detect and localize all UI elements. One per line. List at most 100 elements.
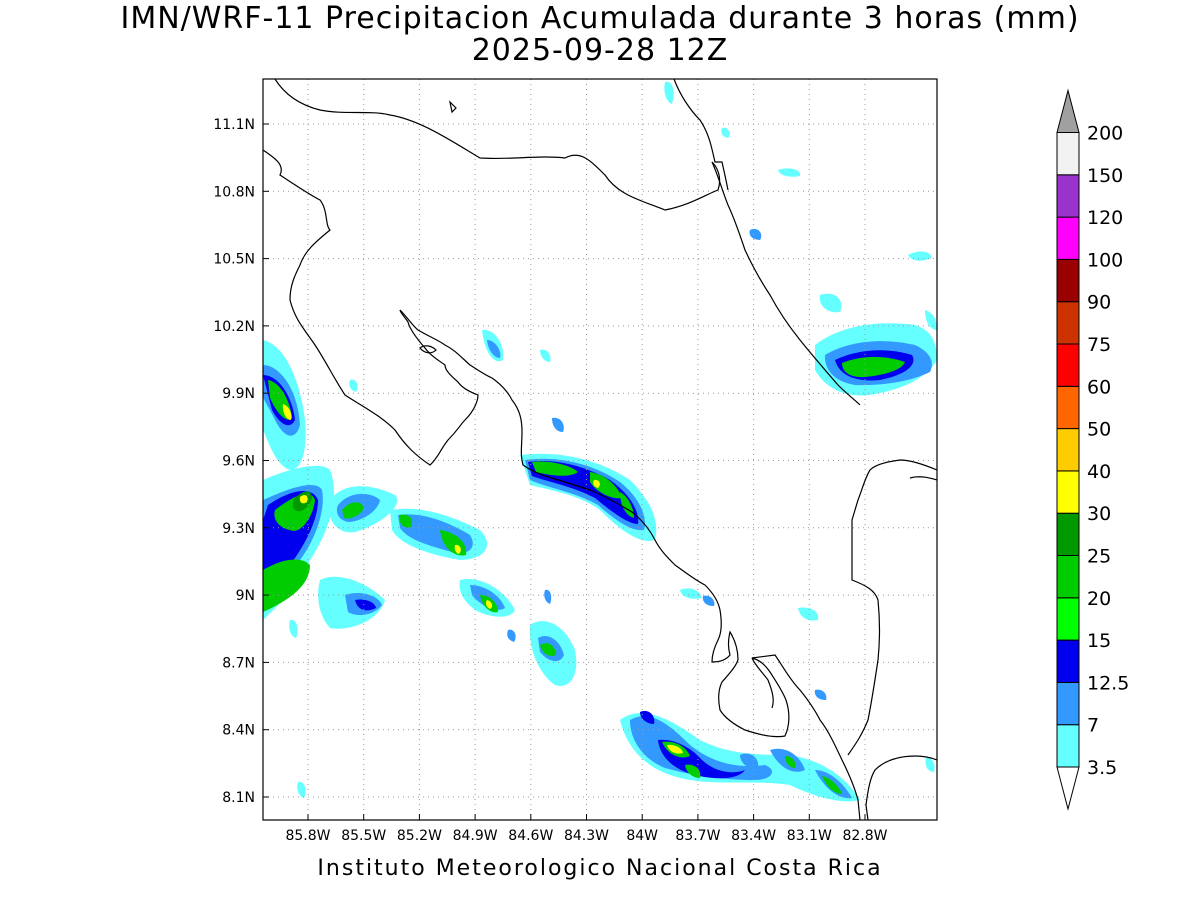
- colorbar-swatch: [1056, 343, 1080, 387]
- rain-cell: [749, 228, 762, 240]
- rain-cell: [680, 588, 702, 599]
- colorbar-level-label: 20: [1087, 588, 1111, 610]
- rain-cell: [487, 340, 501, 358]
- colorbar-swatch: [1056, 174, 1080, 218]
- colorbar-swatch: [1056, 555, 1080, 599]
- x-tick-label: 83.1W: [787, 828, 832, 844]
- colorbar-level-label: 15: [1087, 630, 1111, 652]
- y-tick-label: 9.3N: [222, 521, 255, 537]
- y-tick-label: 10.8N: [213, 184, 255, 200]
- x-tick-label: 83.7W: [675, 828, 720, 844]
- colorbar-level-label: 50: [1087, 419, 1111, 441]
- plot-frame: [262, 78, 938, 821]
- nicaragua-caribbean-coast: [673, 79, 729, 191]
- x-tick-label: 84.3W: [564, 828, 609, 844]
- rain-cell: [486, 600, 493, 609]
- colorbar-swatch: [1056, 597, 1080, 641]
- colorbar-swatch: [1056, 258, 1080, 303]
- x-tick-label: 84W: [626, 828, 658, 844]
- caribbean-coast: [711, 161, 861, 406]
- graticule: [263, 79, 937, 820]
- x-tick-label: 85.5W: [341, 828, 386, 844]
- y-tick-label: 10.5N: [213, 252, 255, 268]
- colorbar-swatch: [1056, 385, 1080, 430]
- footer-credit: Instituto Meteorologico Nacional Costa R…: [317, 856, 883, 881]
- colorbar-swatch: [1056, 132, 1080, 176]
- colorbar-level-label: 150: [1087, 165, 1123, 187]
- map-axes: 85.8W 85.5W 85.2W 84.9W 84.6W 84.3W 84W 83.7W 83…: [213, 117, 887, 844]
- colorbar-level-label: 100: [1087, 249, 1123, 271]
- rain-cell: [540, 349, 551, 362]
- rain-cell: [349, 379, 358, 392]
- precipitation-field: [263, 81, 937, 802]
- sw-pacific-coast: [718, 654, 861, 820]
- rain-cell: [289, 619, 298, 638]
- colorbar-level-label: 3.5: [1087, 757, 1117, 779]
- colorbar-level-label: 75: [1087, 334, 1111, 356]
- colorbar-swatch: [1056, 724, 1080, 768]
- rain-cell: [842, 356, 905, 378]
- colorbar-swatch: [1056, 216, 1080, 260]
- rain-cell: [785, 756, 796, 768]
- x-tick-label: 82.8W: [842, 828, 887, 844]
- colorbar-level-label: 120: [1087, 207, 1123, 229]
- colorbar-level-label: 200: [1087, 123, 1123, 145]
- panama-border: [865, 755, 937, 820]
- rain-cell: [593, 479, 600, 488]
- osa-peninsula: [751, 657, 774, 709]
- colorbar-legend: 3.5 7 12.5 15 20 25 30 40 50 60 75 90 100 120 150 200: [1056, 88, 1129, 811]
- x-tick-label: 85.8W: [285, 828, 330, 844]
- x-tick-label: 85.2W: [397, 828, 442, 844]
- y-tick-label: 8.1N: [222, 790, 255, 806]
- rain-cell: [620, 712, 860, 802]
- rain-cell: [667, 744, 683, 754]
- rain-cell: [355, 599, 376, 611]
- burica-coast: [909, 476, 937, 481]
- nicoya-gulf-east-coast: [399, 309, 739, 663]
- rain-cell: [925, 310, 937, 330]
- y-tick-label: 8.7N: [222, 655, 255, 671]
- rain-cell: [925, 757, 935, 772]
- colorbar-level-label: 40: [1087, 461, 1111, 483]
- rain-cell: [822, 776, 842, 794]
- map-title: IMN/WRF-11 Precipitacion Acumulada duran…: [120, 1, 1080, 36]
- x-tick-label: 84.9W: [453, 828, 498, 844]
- y-tick-label: 9.9N: [222, 386, 255, 402]
- nicaragua-border: [274, 79, 721, 211]
- rain-cell: [297, 781, 306, 798]
- colorbar-swatch: [1056, 639, 1080, 683]
- colorbar-min-arrow: [1056, 766, 1080, 811]
- rain-cell: [507, 629, 516, 642]
- colorbar-swatch: [1056, 301, 1080, 345]
- colorbar-level-label: 30: [1087, 503, 1111, 525]
- colorbar-level-label: 60: [1087, 376, 1111, 398]
- colorbar-swatch: [1056, 512, 1080, 557]
- colorbar-swatch: [1056, 681, 1080, 726]
- panama-caribbean-coast: [847, 459, 937, 756]
- north-pacific-coast: [263, 149, 479, 466]
- small-island: [449, 100, 457, 114]
- rain-cell: [640, 710, 655, 724]
- rain-cell: [702, 595, 715, 606]
- colorbar-max-arrow: [1056, 88, 1080, 133]
- chira-island: [419, 345, 437, 354]
- rain-cell: [454, 544, 461, 554]
- y-tick-label: 9N: [236, 588, 255, 604]
- x-tick-label: 84.6W: [508, 828, 553, 844]
- rain-cell: [819, 293, 842, 313]
- y-tick-label: 10.2N: [213, 319, 255, 335]
- colorbar-swatch: [1056, 428, 1080, 472]
- rain-cell: [590, 472, 622, 499]
- colorbar-swatch: [1056, 470, 1080, 514]
- rain-cell: [778, 168, 801, 177]
- rain-cell: [664, 81, 674, 104]
- colorbar-level-label: 12.5: [1087, 672, 1129, 694]
- colorbar-level-label: 90: [1087, 292, 1111, 314]
- x-tick-label: 83.4W: [731, 828, 776, 844]
- rain-cell: [342, 502, 364, 519]
- y-tick-label: 9.6N: [222, 454, 255, 470]
- y-tick-label: 11.1N: [213, 117, 255, 133]
- rain-cell: [544, 589, 552, 604]
- rain-cell: [552, 417, 564, 432]
